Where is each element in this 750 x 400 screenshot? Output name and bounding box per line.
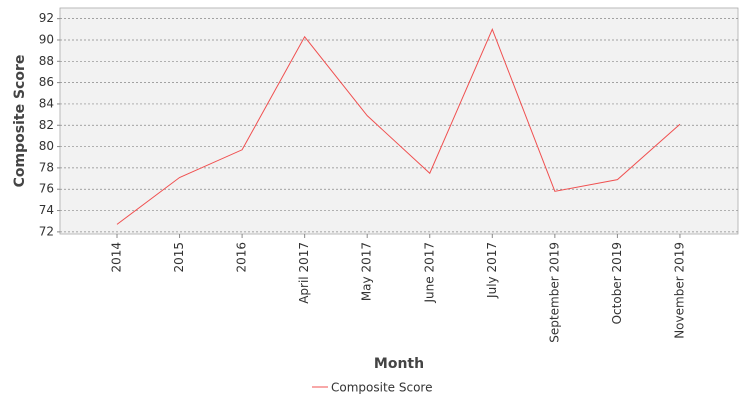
y-tick-label: 72 xyxy=(39,224,54,238)
y-axis-title: Composite Score xyxy=(12,55,28,188)
x-tick-label: November 2019 xyxy=(672,242,686,339)
y-tick-label: 80 xyxy=(39,139,54,153)
x-tick-label: May 2017 xyxy=(360,242,374,301)
x-axis-title: Month xyxy=(374,356,424,372)
y-tick-label: 88 xyxy=(39,54,54,68)
x-tick-label: 2014 xyxy=(110,242,124,273)
x-tick-label: April 2017 xyxy=(297,242,311,304)
x-tick-label: July 2017 xyxy=(485,242,499,299)
y-tick-label: 92 xyxy=(39,11,54,25)
y-tick-label: 76 xyxy=(39,182,54,196)
line-series xyxy=(116,28,681,225)
y-tick-label: 84 xyxy=(39,96,54,110)
y-tick-label: 74 xyxy=(39,203,54,217)
y-tick-label: 90 xyxy=(39,32,54,46)
y-tick-label: 82 xyxy=(39,118,54,132)
plot-area xyxy=(59,7,739,235)
x-tick-label: October 2019 xyxy=(610,242,624,324)
x-tick-label: September 2019 xyxy=(547,242,561,343)
x-tick-label: June 2017 xyxy=(422,242,436,304)
legend-label: Composite Score xyxy=(331,381,432,395)
y-tick-label: 86 xyxy=(39,75,54,89)
x-tick-label: 2015 xyxy=(172,242,186,273)
x-tick-label: 2016 xyxy=(235,242,249,273)
y-tick-label: 78 xyxy=(39,160,54,174)
